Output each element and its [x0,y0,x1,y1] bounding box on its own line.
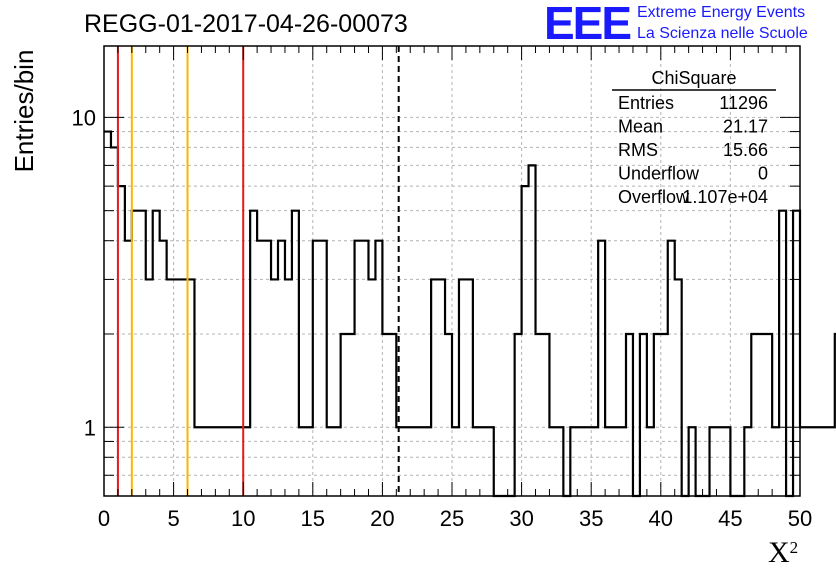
stats-row-value: 15.66 [723,140,768,160]
stats-row-label: Entries [618,93,674,113]
chart-title: REGG-01-2017-04-26-00073 [84,10,408,38]
stats-row-label: Mean [618,117,663,137]
stats-row-value: 21.17 [723,117,768,137]
x-tick-label: 50 [788,506,812,531]
x-tick-label: 30 [509,506,533,531]
x-tick-label: 20 [370,506,394,531]
logo-line-2: La Scienza nelle Scuole [637,25,808,42]
x-tick-label: 25 [440,506,464,531]
reference-lines [116,46,400,496]
x-tick-label: 15 [301,506,325,531]
eee-logo: EEE [544,0,632,49]
y-axis-label: Entries/bin [9,49,39,173]
x-tick-label: 10 [231,506,255,531]
stats-row-label: Underflow [618,164,700,184]
tick-labels: 0 5 10 15 20 25 30 35 40 45 50 1 10 [72,105,813,531]
stats-row-value: 0 [758,164,768,184]
y-tick-label: 10 [72,105,96,130]
x-tick-label: 40 [649,506,673,531]
stats-title: ChiSquare [651,68,736,88]
histogram-step-line [104,130,836,498]
x-tick-label: 0 [98,506,110,531]
histogram-series [104,130,836,498]
axis-ticks [103,46,801,497]
stats-row-label: RMS [618,140,658,160]
stats-row-label: Overflow [618,187,690,207]
x-tick-label: 35 [579,506,603,531]
stats-box: ChiSquare Entries 11296 Mean 21.17 RMS 15.66 Un… [612,68,776,207]
x-tick-label: 45 [718,506,742,531]
x-tick-label: 5 [167,506,179,531]
stats-row-value: 1.107e+04 [682,187,768,207]
x-axis-label-sup: 2 [789,538,799,557]
x-axis-label-text: X [768,536,790,569]
x-axis-label: X2 [768,536,798,570]
stats-row-value: 11296 [719,93,768,113]
y-tick-label: 1 [84,415,96,440]
logo-line-1: Extreme Energy Events [637,4,806,21]
